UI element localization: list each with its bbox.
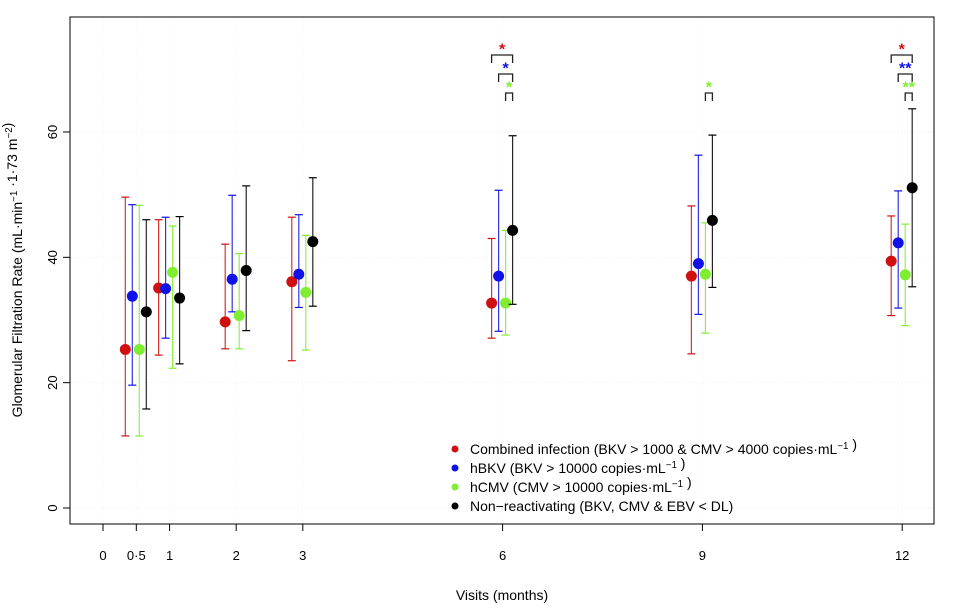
data-point xyxy=(899,269,911,281)
legend-marker xyxy=(451,483,459,491)
text-part: Glomerular Filtration Rate (mL·min xyxy=(9,202,25,418)
data-point xyxy=(507,224,519,236)
significance-star: * xyxy=(506,80,513,97)
significance-star: * xyxy=(502,61,509,78)
superscript: −1 xyxy=(672,479,683,490)
data-point xyxy=(119,343,131,355)
y-tick-label: 20 xyxy=(45,375,60,389)
significance-annotations: *** ****** xyxy=(490,42,916,101)
x-tick-label: 3 xyxy=(299,548,306,563)
significance-bracket xyxy=(704,92,714,101)
data-point xyxy=(706,214,718,226)
x-tick-label: 0 xyxy=(99,548,106,563)
significance-bracket xyxy=(490,54,514,63)
series-hcmv xyxy=(133,204,911,437)
data-point xyxy=(293,268,305,280)
x-tick-label: 1 xyxy=(166,548,173,563)
series-hbkv xyxy=(126,154,904,386)
text-part: Combined infection (BKV > 1000 & CMV > 4… xyxy=(470,441,838,457)
text-part: hCMV (CMV > 10000 copies·mL xyxy=(470,479,672,495)
data-point xyxy=(240,264,252,276)
data-point xyxy=(486,297,498,309)
data-point xyxy=(133,343,145,355)
significance-bracket xyxy=(904,92,913,101)
data-point xyxy=(892,237,904,249)
data-point xyxy=(219,316,231,328)
significance-star: ** xyxy=(902,80,915,97)
legend-marker xyxy=(451,464,459,472)
data-point xyxy=(140,306,152,318)
superscript: −1 xyxy=(9,191,20,202)
series-non-reactivating xyxy=(140,108,918,410)
legend-marker xyxy=(451,502,459,510)
data-point xyxy=(692,258,704,270)
data-point xyxy=(493,270,505,282)
text-part: ) xyxy=(677,455,686,471)
legend-label: hCMV (CMV > 10000 copies·mL−1 ) xyxy=(470,474,692,495)
data-point xyxy=(226,273,238,285)
superscript: −1 xyxy=(837,441,848,452)
data-point xyxy=(167,266,179,278)
data-point xyxy=(174,292,186,304)
data-point xyxy=(906,182,918,194)
data-point xyxy=(685,270,697,282)
significance-star: * xyxy=(706,80,713,97)
text-part: hBKV (BKV > 10000 copies·mL xyxy=(470,460,666,476)
significance-bracket xyxy=(897,73,913,82)
series-combined-infection xyxy=(119,196,897,437)
legend-marker xyxy=(451,445,459,453)
superscript: −1 xyxy=(666,460,677,471)
text-part: ) xyxy=(0,123,15,128)
legend: Combined infection (BKV > 1000 & CMV > 4… xyxy=(451,436,857,514)
significance-star: * xyxy=(899,42,906,59)
text-part: ·1·73 m xyxy=(4,139,20,191)
legend-label: Combined infection (BKV > 1000 & CMV > 4… xyxy=(470,436,857,457)
data-point xyxy=(126,290,138,302)
significance-bracket xyxy=(504,92,514,101)
data-point xyxy=(233,310,245,322)
data-point xyxy=(699,268,711,280)
legend-label: Non−reactivating (BKV, CMV & EBV < DL) xyxy=(470,498,733,514)
data-point xyxy=(300,286,312,298)
x-axis-label: Visits (months) xyxy=(456,587,548,603)
y-axis-label: Glomerular Filtration Rate (mL·min−1 ·1·… xyxy=(0,123,25,418)
x-tick-label: 0·5 xyxy=(127,548,146,563)
text-part: Non−reactivating (BKV, CMV & EBV < DL) xyxy=(470,498,733,514)
significance-bracket xyxy=(497,73,514,82)
significance-star: ** xyxy=(899,61,912,78)
y-tick-label: 60 xyxy=(45,125,60,139)
text-part: ) xyxy=(848,436,857,452)
text-part: ) xyxy=(683,474,692,490)
y-tick-label: 0 xyxy=(45,504,60,511)
data-point xyxy=(286,276,298,288)
data-point xyxy=(307,236,319,248)
superscript: −2 xyxy=(4,127,15,138)
x-tick-label: 6 xyxy=(499,548,506,563)
x-tick-label: 12 xyxy=(895,548,909,563)
plot-frame xyxy=(69,16,935,525)
data-point xyxy=(885,255,897,267)
x-tick-label: 9 xyxy=(699,548,706,563)
significance-star: * xyxy=(499,42,506,59)
legend-label: hBKV (BKV > 10000 copies·mL−1 ) xyxy=(470,455,685,476)
x-tick-label: 2 xyxy=(233,548,240,563)
grid xyxy=(70,17,934,524)
y-tick-label: 40 xyxy=(45,250,60,264)
data-point xyxy=(500,297,512,309)
marks xyxy=(119,108,918,437)
significance-bracket xyxy=(890,54,913,63)
data-point xyxy=(160,283,172,295)
